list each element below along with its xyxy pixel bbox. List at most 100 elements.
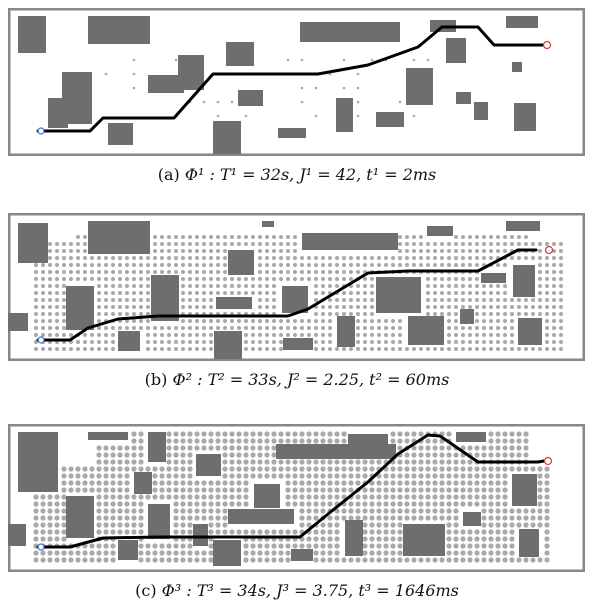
search-node: [257, 550, 263, 556]
search-node: [397, 543, 403, 549]
search-node: [509, 508, 515, 514]
search-node: [47, 550, 53, 556]
search-node: [208, 557, 214, 563]
obstacle: [254, 484, 280, 508]
search-node: [552, 347, 556, 351]
search-node: [328, 284, 332, 288]
search-node: [174, 249, 178, 253]
search-node: [475, 326, 479, 330]
search-node: [117, 494, 123, 500]
search-node: [439, 480, 445, 486]
search-node: [180, 515, 186, 521]
search-node: [251, 235, 255, 239]
search-node: [523, 445, 529, 451]
search-node: [495, 529, 501, 535]
search-node: [503, 312, 507, 316]
search-node: [369, 459, 375, 465]
search-node: [250, 543, 256, 549]
search-node: [40, 494, 46, 500]
search-node: [468, 333, 472, 337]
search-node: [153, 249, 157, 253]
search-node: [495, 494, 501, 500]
search-node: [404, 438, 410, 444]
search-node: [383, 515, 389, 521]
search-node: [349, 347, 353, 351]
search-node: [160, 249, 164, 253]
search-node: [376, 508, 382, 514]
search-node: [293, 263, 297, 267]
search-node: [145, 494, 151, 500]
search-node: [236, 459, 242, 465]
search-node: [216, 263, 220, 267]
search-node: [496, 333, 500, 337]
search-node: [545, 284, 549, 288]
search-node: [376, 557, 382, 563]
search-node: [418, 515, 424, 521]
search-node: [104, 333, 108, 337]
search-node: [110, 494, 116, 500]
search-node: [545, 291, 549, 295]
search-node: [188, 326, 192, 330]
search-node: [124, 508, 130, 514]
search-node: [544, 550, 550, 556]
search-node: [244, 284, 248, 288]
search-node: [467, 494, 473, 500]
search-node: [104, 263, 108, 267]
search-node: [146, 326, 150, 330]
search-node: [208, 508, 214, 514]
search-node: [328, 270, 332, 274]
search-node: [202, 333, 206, 337]
search-node: [537, 494, 543, 500]
search-node: [362, 515, 368, 521]
search-node: [132, 86, 136, 90]
search-node: [89, 543, 95, 549]
search-node: [167, 242, 171, 246]
search-node: [173, 522, 179, 528]
search-node: [117, 466, 123, 472]
search-node: [292, 438, 298, 444]
search-node: [447, 312, 451, 316]
search-node: [334, 494, 340, 500]
search-node: [208, 494, 214, 500]
search-node: [34, 291, 38, 295]
search-node: [96, 494, 102, 500]
search-node: [383, 508, 389, 514]
search-node: [517, 256, 521, 260]
search-node: [468, 284, 472, 288]
search-node: [474, 452, 480, 458]
search-node: [272, 347, 276, 351]
search-node: [265, 340, 269, 344]
search-node: [188, 277, 192, 281]
search-node: [349, 256, 353, 260]
search-node: [117, 445, 123, 451]
search-node: [138, 543, 144, 549]
search-node: [97, 277, 101, 281]
search-node: [131, 452, 137, 458]
search-node: [111, 326, 115, 330]
search-node: [103, 494, 109, 500]
search-node: [181, 242, 185, 246]
search-node: [467, 480, 473, 486]
search-node: [370, 312, 374, 316]
search-node: [307, 256, 311, 260]
obstacle: [403, 524, 445, 556]
search-node: [370, 333, 374, 337]
search-node: [390, 501, 396, 507]
search-node: [285, 438, 291, 444]
search-node: [61, 494, 67, 500]
search-node: [398, 100, 402, 104]
search-node: [223, 326, 227, 330]
search-node: [222, 487, 228, 493]
search-node: [306, 508, 312, 514]
search-node: [482, 326, 486, 330]
search-node: [503, 284, 507, 288]
search-node: [460, 501, 466, 507]
search-node: [138, 515, 144, 521]
search-node: [397, 536, 403, 542]
search-node: [453, 452, 459, 458]
search-node: [362, 494, 368, 500]
search-node: [117, 501, 123, 507]
search-node: [376, 522, 382, 528]
search-node: [488, 431, 494, 437]
search-node: [258, 291, 262, 295]
